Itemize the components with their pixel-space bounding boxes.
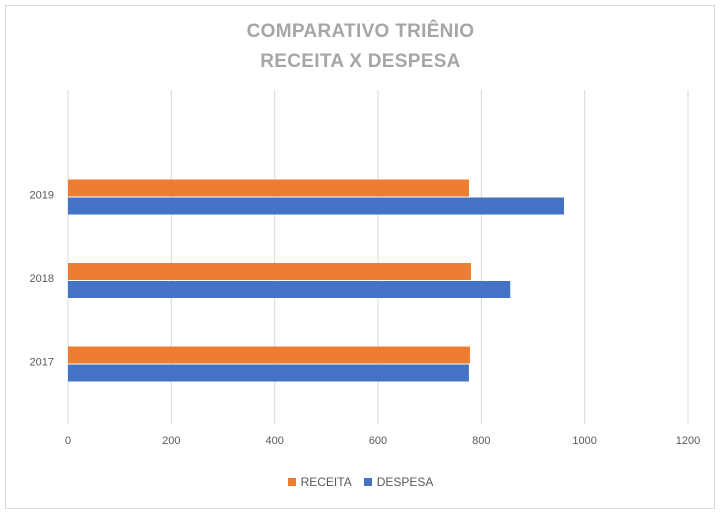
x-tick-label-1200: 1200	[676, 435, 700, 447]
x-tick-label-400: 400	[265, 435, 283, 447]
x-tick-label-600: 600	[369, 435, 387, 447]
legend-item-receita: RECEITA	[287, 475, 352, 489]
legend-item-despesa: DESPESA	[363, 475, 434, 489]
chart-title-line-2: RECEITA X DESPESA	[260, 51, 461, 72]
y-tick-label-2017: 2017	[30, 357, 54, 369]
legend-swatch-despesa	[363, 478, 372, 486]
y-tick-label-2019: 2019	[30, 190, 54, 202]
chart-area	[5, 5, 715, 509]
bar-despesa-2017	[68, 364, 469, 382]
legend: RECEITA DESPESA	[0, 475, 721, 489]
legend-label-despesa: DESPESA	[376, 475, 434, 489]
x-tick-label-0: 0	[65, 435, 71, 447]
chart-title-line-1: COMPARATIVO TRIÊNIO	[246, 21, 475, 42]
bar-receita-2018	[68, 263, 471, 280]
x-tick-label-200: 200	[162, 435, 180, 447]
bar-despesa-2019	[68, 197, 564, 215]
legend-label-receita: RECEITA	[300, 475, 352, 489]
x-tick-label-800: 800	[472, 435, 490, 447]
legend-swatch-receita	[287, 478, 296, 486]
bar-despesa-2018	[68, 281, 511, 298]
x-tick-label-1000: 1000	[572, 435, 596, 447]
bar-receita-2017	[68, 346, 470, 364]
bar-receita-2019	[68, 179, 469, 197]
y-tick-label-2018: 2018	[30, 273, 54, 285]
